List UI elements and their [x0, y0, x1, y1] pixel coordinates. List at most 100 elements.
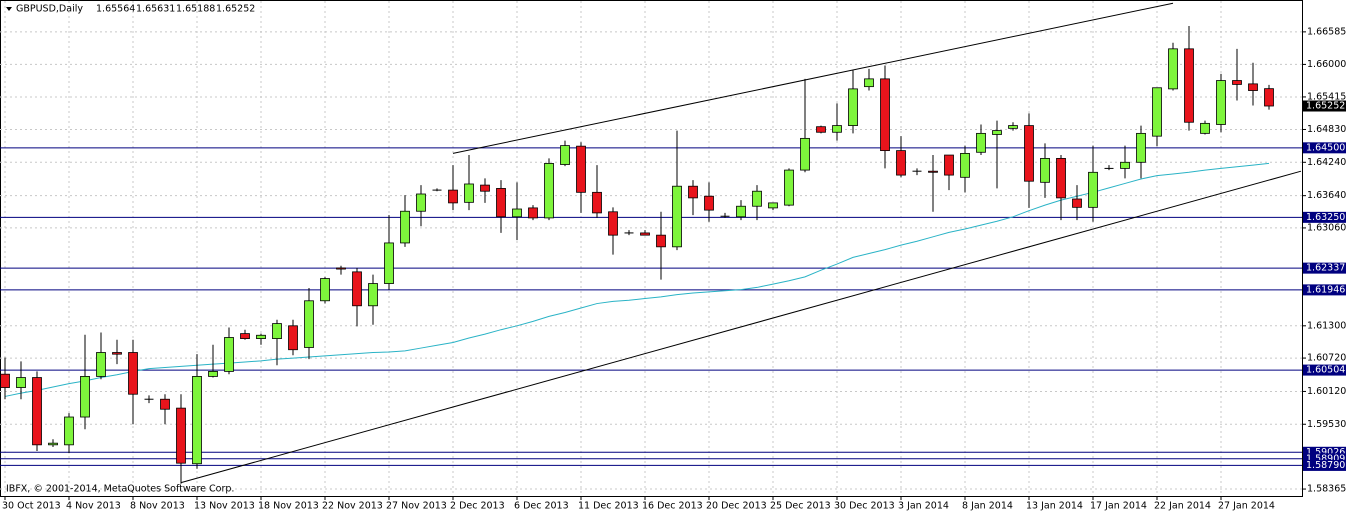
- candle-body: [288, 325, 298, 351]
- candle-body: [976, 132, 986, 153]
- candle-body: [464, 183, 474, 203]
- candle-body: [832, 125, 842, 133]
- candle-body: [864, 78, 874, 88]
- level-label: 1.62337: [1306, 263, 1345, 274]
- y-tick-label: 1.59530: [1307, 419, 1346, 430]
- trendline: [180, 170, 1302, 484]
- candle-body: [448, 189, 458, 204]
- candle-body: [1264, 88, 1274, 107]
- x-tick-label: 6 Dec 2013: [514, 501, 569, 512]
- header-low: 1.65188: [176, 4, 215, 15]
- candle-body: [672, 185, 682, 248]
- candle-body: [1248, 83, 1258, 91]
- candle-body: [336, 267, 346, 270]
- candle-body: [1, 373, 10, 388]
- candle-body: [576, 145, 586, 193]
- candle-body: [128, 352, 138, 395]
- y-tick-label: 1.60120: [1307, 386, 1346, 397]
- candle-body: [192, 376, 202, 465]
- x-tick-label: 30 Oct 2013: [2, 501, 61, 512]
- symbol: GBPUSD,Daily: [16, 4, 83, 15]
- candle-body: [272, 323, 282, 340]
- candle-body: [352, 271, 362, 307]
- candle-body: [112, 352, 122, 355]
- x-tick-label: 17 Jan 2014: [1090, 501, 1147, 512]
- candle-body: [320, 278, 330, 302]
- level-label-bg: [1303, 459, 1346, 471]
- candle-body: [608, 211, 618, 236]
- y-tick-label: 1.61300: [1307, 320, 1346, 331]
- level-label: 1.60504: [1306, 365, 1345, 376]
- candle-body: [848, 88, 858, 126]
- candle-body: [16, 377, 26, 388]
- candle-body: [368, 283, 378, 307]
- x-tick-label: 22 Jan 2014: [1154, 501, 1211, 512]
- candle-body: [256, 334, 266, 340]
- candle-body: [1152, 87, 1162, 137]
- candle-body: [944, 154, 954, 176]
- candle-body: [736, 205, 746, 218]
- level-label: 1.61946: [1306, 284, 1345, 295]
- candle-body: [928, 170, 938, 173]
- candle-body: [768, 202, 778, 209]
- level-label: 1.58790: [1306, 460, 1345, 471]
- candle-body: [896, 150, 906, 176]
- candle-body: [160, 398, 170, 410]
- candle-body: [32, 377, 42, 446]
- candle-body: [784, 169, 794, 206]
- candle-body: [176, 407, 186, 464]
- header-open: 1.65564: [96, 4, 135, 15]
- candle-body: [1168, 48, 1178, 90]
- candle-body: [1056, 157, 1066, 199]
- candle-body: [528, 207, 538, 219]
- level-label: 1.64500: [1306, 142, 1345, 153]
- candle-body: [1024, 125, 1034, 182]
- plot-frame: [0, 0, 1303, 497]
- candle-body: [384, 242, 394, 284]
- candle-body: [48, 442, 58, 446]
- candle-body: [1120, 161, 1130, 169]
- x-tick-label: 13 Nov 2013: [194, 501, 255, 512]
- level-label: 1.63250: [1306, 212, 1345, 223]
- level-label-bg: [1303, 446, 1346, 458]
- candle-body: [752, 190, 762, 207]
- x-tick-label: 13 Jan 2014: [1026, 501, 1083, 512]
- x-tick-label: 3 Jan 2014: [898, 501, 949, 512]
- candle-body: [704, 195, 714, 211]
- candle-body: [1008, 125, 1018, 129]
- y-tick-label: 1.66585: [1307, 26, 1346, 37]
- header-close: 1.65252: [216, 4, 255, 15]
- level-label: 1.59026: [1306, 447, 1345, 458]
- y-tick-label: 1.64240: [1307, 157, 1346, 168]
- header-high: 1.65631: [136, 4, 175, 15]
- x-tick-label: 20 Dec 2013: [706, 501, 767, 512]
- candle-body: [240, 333, 250, 340]
- candle-body: [960, 152, 970, 178]
- symbol-arrow: [6, 7, 12, 11]
- x-tick-label: 18 Nov 2013: [258, 501, 319, 512]
- candle-body: [1040, 157, 1050, 183]
- x-tick-label: 16 Dec 2013: [642, 501, 703, 512]
- x-tick-label: 25 Dec 2013: [770, 501, 831, 512]
- candle-body: [480, 184, 490, 192]
- candle-body: [640, 232, 650, 236]
- level-label-bg: [1303, 142, 1346, 154]
- x-tick-label: 11 Dec 2013: [578, 501, 639, 512]
- candle-body: [400, 210, 410, 244]
- moving-average: [4, 162, 1270, 397]
- footer: IBFX, © 2001-2014, MetaQuotes Software C…: [6, 484, 234, 495]
- x-tick-label: 27 Jan 2014: [1218, 501, 1275, 512]
- candle-body: [80, 376, 90, 418]
- candle-body: [560, 145, 570, 165]
- x-tick-label: 30 Dec 2013: [834, 501, 895, 512]
- level-label-bg: [1303, 262, 1346, 274]
- candle-body: [656, 234, 666, 248]
- candle-body: [544, 163, 554, 219]
- candle-body: [496, 188, 506, 218]
- price-label-bg: [1303, 100, 1346, 112]
- level-label-bg: [1303, 211, 1346, 223]
- x-tick-label: 8 Jan 2014: [962, 501, 1013, 512]
- candle-body: [1200, 122, 1210, 134]
- y-tick-label: 1.63060: [1307, 222, 1346, 233]
